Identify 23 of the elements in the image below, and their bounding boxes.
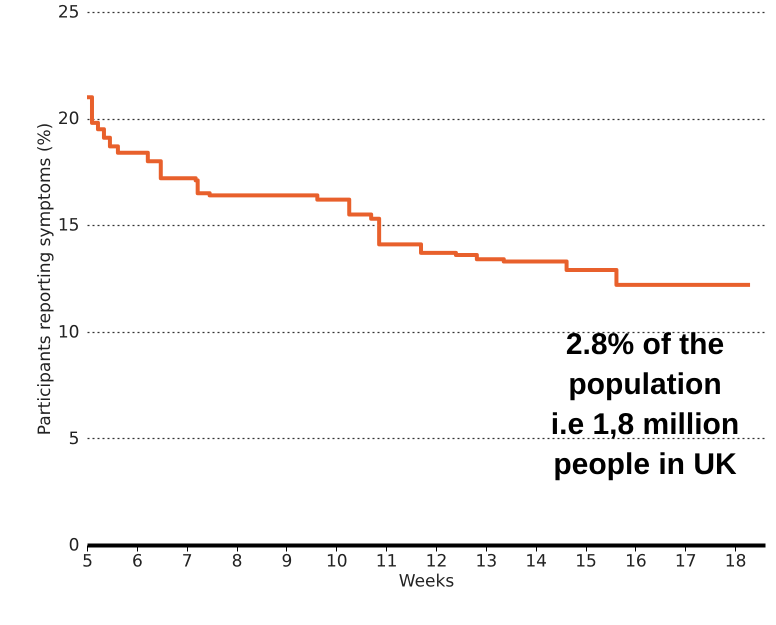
y-tick-label: 5 [68, 428, 80, 449]
y-tick-label: 20 [58, 109, 80, 130]
x-tick-label: 17 [674, 552, 697, 572]
x-tick-label: 8 [232, 552, 242, 572]
x-tick-label: 5 [82, 552, 93, 572]
x-tick-label: 14 [525, 552, 547, 572]
x-tick-label: 11 [376, 552, 398, 572]
x-tick-label: 6 [132, 552, 143, 572]
y-tick-label: 25 [58, 2, 80, 22]
annotation: 2.8% of the population i.e 1,8 million people in UK [550, 328, 740, 481]
x-tick-label: 16 [625, 552, 647, 572]
x-tick-label: 15 [575, 552, 597, 572]
x-tick-label: 18 [724, 552, 746, 572]
y-tick-label: 10 [58, 322, 80, 342]
x-tick-label: 13 [476, 552, 498, 572]
x-axis-title: Weeks [398, 572, 454, 592]
y-tick-label: 0 [68, 536, 80, 556]
x-tick-label: 10 [326, 552, 348, 572]
x-tick-label: 9 [282, 552, 292, 572]
x-tick-label: 7 [182, 552, 193, 572]
x-tick-label: 12 [426, 552, 448, 572]
y-tick-label: 15 [58, 216, 80, 236]
y-axis-title: Participants reporting symptoms (%) [34, 122, 55, 436]
